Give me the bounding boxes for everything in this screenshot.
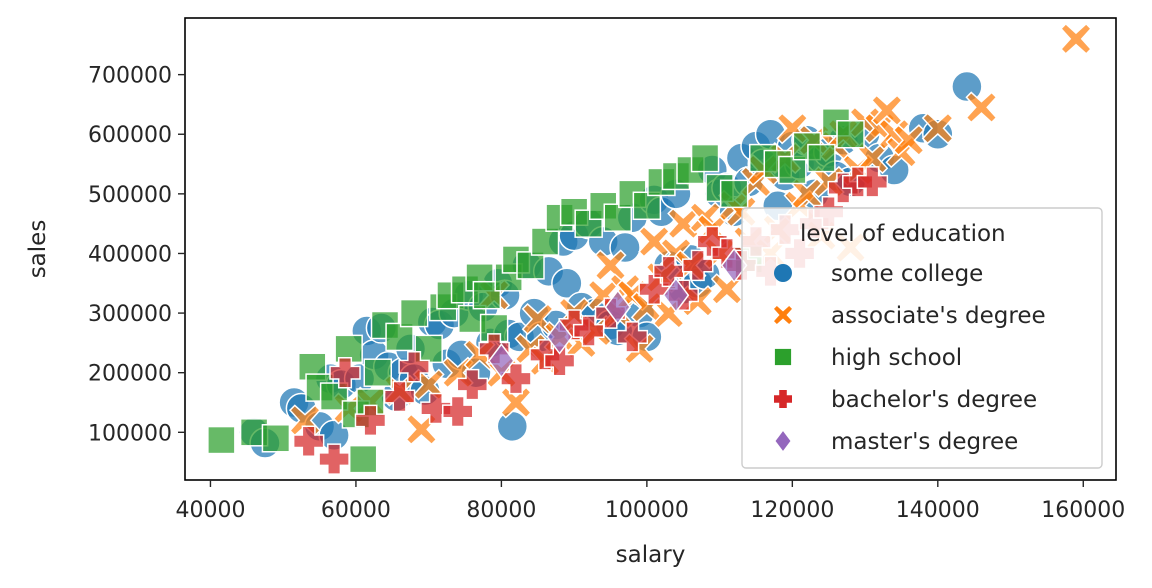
data-point xyxy=(488,343,515,379)
legend-items: some college associate's degree high schoo… xyxy=(774,261,1046,455)
x-tick-label: 80000 xyxy=(466,498,536,523)
data-point xyxy=(420,392,452,425)
x-tick-label: 120000 xyxy=(750,498,834,523)
data-point xyxy=(385,322,414,352)
data-point xyxy=(261,424,291,453)
data-point xyxy=(594,249,627,282)
legend-marker xyxy=(774,306,792,324)
data-point xyxy=(807,143,836,173)
data-point xyxy=(354,404,387,437)
data-point xyxy=(604,289,632,325)
data-point xyxy=(856,166,889,198)
data-point xyxy=(551,267,583,300)
data-point xyxy=(207,425,236,455)
data-point xyxy=(778,155,807,185)
data-point xyxy=(499,386,532,419)
data-point xyxy=(951,70,983,103)
data-point xyxy=(399,298,429,328)
series-2 xyxy=(207,108,865,474)
y-tick-label: 200000 xyxy=(88,362,172,387)
data-point xyxy=(546,319,573,355)
y-tick-label: 500000 xyxy=(88,183,172,208)
data-point xyxy=(836,119,865,149)
data-point xyxy=(496,410,529,443)
y-tick-label: 300000 xyxy=(88,302,172,327)
plot-frame xyxy=(184,17,1117,481)
y-tick-label: 100000 xyxy=(88,421,172,446)
data-point xyxy=(638,225,671,258)
legend-label: master's degree xyxy=(831,429,1018,455)
y-axis: 100000 200000 300000 400000 500000 600000 7000… xyxy=(88,64,185,446)
data-point xyxy=(383,380,416,413)
data-point xyxy=(892,124,925,157)
series-4 xyxy=(488,247,748,379)
x-tick-label: 60000 xyxy=(321,498,391,523)
legend-box xyxy=(741,207,1103,469)
data-point xyxy=(329,356,361,389)
data-point xyxy=(921,112,954,145)
legend: level of education some college associate… xyxy=(741,207,1103,469)
legend-marker xyxy=(774,348,792,366)
data-point xyxy=(616,321,649,353)
data-point xyxy=(662,277,690,313)
data-point xyxy=(965,91,998,124)
data-point xyxy=(572,315,605,347)
points-layer xyxy=(207,22,1093,475)
legend-title: level of education xyxy=(800,221,1006,247)
x-axis-title: salary xyxy=(616,542,686,568)
data-point xyxy=(456,368,489,401)
y-axis-title: sales xyxy=(25,220,51,279)
data-point xyxy=(690,143,720,173)
x-tick-label: 40000 xyxy=(175,498,245,523)
data-point xyxy=(870,94,903,127)
x-axis: 40000 60000 80000 100000 120000 140000 160000 xyxy=(175,480,1125,523)
data-point xyxy=(638,273,670,305)
data-point xyxy=(398,350,430,383)
data-point xyxy=(719,179,749,209)
data-point xyxy=(543,345,576,377)
legend-label: associate's degree xyxy=(831,303,1046,329)
y-tick-label: 600000 xyxy=(88,123,172,148)
x-tick-label: 160000 xyxy=(1041,498,1125,523)
data-point xyxy=(348,444,378,474)
data-point xyxy=(442,395,474,428)
legend-label: some college xyxy=(831,261,983,287)
legend-marker xyxy=(774,390,792,408)
y-tick-label: 400000 xyxy=(88,242,172,267)
legend-marker xyxy=(775,431,791,451)
data-point xyxy=(603,203,633,232)
legend-marker xyxy=(774,264,792,282)
data-point xyxy=(292,425,325,458)
data-point xyxy=(516,251,545,280)
y-tick-label: 700000 xyxy=(88,64,172,89)
data-point xyxy=(530,227,560,256)
legend-label: bachelor's degree xyxy=(831,387,1037,413)
legend-label: high school xyxy=(831,345,962,371)
data-point xyxy=(1059,22,1093,55)
data-point xyxy=(682,249,714,282)
x-tick-label: 140000 xyxy=(896,498,980,523)
x-tick-label: 100000 xyxy=(605,498,689,523)
data-point xyxy=(632,191,662,221)
data-point xyxy=(363,358,392,387)
data-point xyxy=(318,443,350,475)
